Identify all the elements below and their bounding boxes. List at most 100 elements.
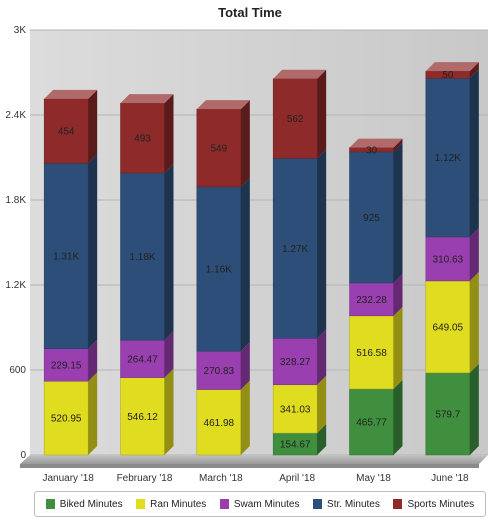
bar-segment[interactable] bbox=[196, 350, 242, 390]
bar-segment-side bbox=[88, 89, 98, 164]
bar-segment-top bbox=[349, 138, 403, 148]
legend-item[interactable]: Biked Minutes bbox=[45, 498, 123, 510]
bar-segment-side bbox=[393, 138, 403, 152]
legend-item[interactable]: Sports Minutes bbox=[393, 499, 474, 510]
plot-area bbox=[30, 30, 488, 455]
bar-segment[interactable] bbox=[120, 172, 165, 341]
x-tick-label: May '18 bbox=[356, 473, 391, 484]
bar-segment-side bbox=[240, 342, 250, 390]
data-label: 30 bbox=[366, 145, 378, 156]
y-tick-label: 1.2K bbox=[5, 280, 26, 291]
y-tick-label: 0 bbox=[20, 450, 26, 461]
bar-segment[interactable] bbox=[43, 348, 89, 382]
bar-segment-side bbox=[393, 306, 403, 390]
y-tick-label: 2.4K bbox=[5, 110, 26, 121]
data-label: 925 bbox=[363, 213, 380, 224]
bar-segment-side bbox=[317, 329, 327, 385]
data-label: 232.28 bbox=[356, 295, 387, 306]
data-label: 1.27K bbox=[282, 244, 308, 255]
legend-item[interactable]: Swam Minutes bbox=[219, 499, 299, 510]
bar-segment[interactable] bbox=[120, 102, 165, 174]
data-label: 264.47 bbox=[127, 354, 158, 365]
data-label: 465.77 bbox=[356, 418, 387, 429]
data-label: 270.83 bbox=[204, 366, 235, 377]
data-label: 1.16K bbox=[206, 265, 232, 276]
bar-segment-side bbox=[164, 368, 174, 455]
legend-swatch bbox=[393, 499, 403, 509]
bar-segment[interactable] bbox=[425, 372, 471, 456]
bar-segment-side bbox=[469, 69, 479, 237]
data-label: 516.58 bbox=[356, 348, 387, 359]
bar-segment-side bbox=[469, 363, 479, 455]
bar-segment[interactable] bbox=[43, 380, 89, 456]
bar-segment-side bbox=[393, 273, 403, 316]
legend-swatch bbox=[219, 499, 229, 509]
data-label: 649.05 bbox=[433, 322, 464, 333]
chart-floor bbox=[20, 455, 488, 464]
data-label: 546.12 bbox=[127, 412, 158, 423]
bar-segment-side bbox=[240, 100, 250, 187]
data-label: 454 bbox=[58, 126, 75, 137]
legend-label: Str. Minutes bbox=[327, 498, 380, 510]
bar-segment[interactable] bbox=[196, 389, 242, 456]
bar-segment-side bbox=[469, 62, 479, 79]
bar-segment-side bbox=[317, 149, 327, 339]
x-tick-label: June '18 bbox=[431, 473, 469, 484]
bar-segment-side bbox=[393, 380, 403, 455]
legend-label: Biked Minutes bbox=[59, 498, 123, 510]
bar-segment[interactable] bbox=[425, 280, 471, 374]
legend-item[interactable]: Ran Minutes bbox=[136, 499, 206, 510]
bar-segment-side bbox=[88, 339, 98, 382]
bar-segment-side bbox=[88, 372, 98, 455]
y-tick-label: 1.8K bbox=[5, 195, 26, 206]
bar-segment-side bbox=[240, 177, 250, 352]
x-tick-label: January '18 bbox=[42, 473, 94, 484]
data-label: 579.7 bbox=[435, 409, 460, 420]
bar-segment[interactable] bbox=[43, 98, 89, 164]
bar-segment-side bbox=[164, 94, 174, 173]
bar-segment[interactable] bbox=[196, 108, 242, 188]
data-label: 461.98 bbox=[204, 418, 235, 429]
legend-swatch bbox=[313, 499, 323, 509]
x-tick-label: February '18 bbox=[117, 473, 173, 484]
legend-item[interactable]: Str. Minutes bbox=[313, 499, 380, 510]
chart-legend: Biked Minutes Ran Minutes Swam Minutes Str.… bbox=[34, 491, 486, 517]
data-label: 493 bbox=[134, 134, 151, 145]
legend-label: Ran Minutes bbox=[150, 498, 207, 510]
legend-label: Sports Minutes bbox=[407, 498, 475, 510]
x-tick-label: March '18 bbox=[199, 473, 243, 484]
bar-segment[interactable] bbox=[349, 151, 394, 284]
data-label: 1.12K bbox=[435, 153, 461, 164]
data-label: 154.67 bbox=[280, 440, 311, 451]
data-label: 50 bbox=[442, 70, 454, 81]
bar-segment-top bbox=[273, 69, 327, 79]
data-label: 1.18K bbox=[129, 252, 155, 263]
y-tick-label: 600 bbox=[9, 365, 26, 376]
data-label: 328.27 bbox=[280, 357, 311, 368]
bar-segment-side bbox=[164, 331, 174, 378]
bar-segment[interactable] bbox=[272, 384, 318, 434]
chart-title: Total Time bbox=[218, 5, 282, 20]
bar-segment[interactable] bbox=[272, 338, 318, 386]
bar-segment[interactable] bbox=[272, 158, 318, 339]
data-label: 520.95 bbox=[51, 414, 82, 425]
bar-segment-side bbox=[393, 142, 403, 283]
data-label: 562 bbox=[287, 114, 304, 125]
legend-swatch bbox=[136, 499, 146, 509]
chart-floor-edge bbox=[20, 464, 479, 468]
bar-segment[interactable] bbox=[425, 78, 471, 238]
data-label: 1.31K bbox=[53, 251, 79, 262]
bar-segment-top bbox=[120, 94, 174, 104]
data-label: 549 bbox=[210, 143, 227, 154]
bar-segment[interactable] bbox=[349, 282, 394, 317]
bar-segment-side bbox=[164, 163, 174, 341]
bar-segment-side bbox=[469, 227, 479, 281]
data-label: 341.03 bbox=[280, 404, 311, 415]
data-label: 229.15 bbox=[51, 360, 82, 371]
bar-segment[interactable] bbox=[120, 339, 165, 378]
stacked-bar-chart: 0 600 1.2K 1.8K 2.4K 3K 520.95 229.15 1.31K 454 5… bbox=[5, 25, 488, 484]
bar-segment-side bbox=[88, 154, 98, 349]
bar-segment[interactable] bbox=[272, 78, 318, 159]
bar-segment-top bbox=[425, 62, 479, 72]
bar-segment[interactable] bbox=[349, 388, 394, 456]
